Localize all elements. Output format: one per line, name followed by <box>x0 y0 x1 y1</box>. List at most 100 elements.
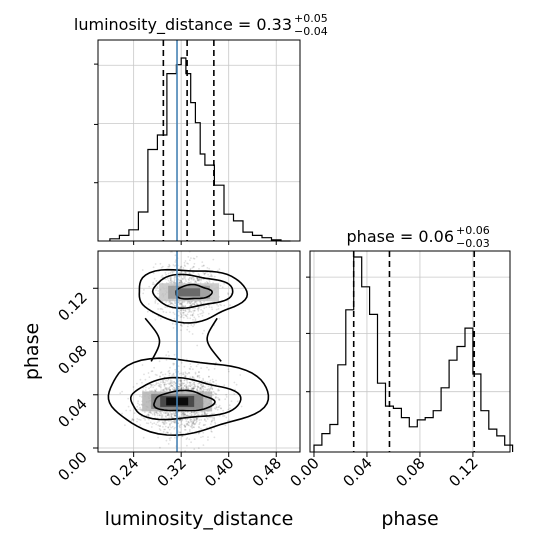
hist-bar <box>243 232 253 241</box>
scatter-point <box>185 420 188 422</box>
scatter-point <box>197 309 200 312</box>
scatter-point <box>188 310 191 313</box>
scatter-point <box>188 330 191 333</box>
scatter-point <box>166 431 168 434</box>
scatter-point <box>180 265 183 268</box>
scatter-point <box>202 424 205 427</box>
scatter-point <box>161 421 164 424</box>
scatter-point <box>218 399 221 401</box>
scatter-point <box>144 419 147 421</box>
hist-bar <box>401 418 409 452</box>
scatter-point <box>196 387 199 390</box>
scatter-point <box>179 324 182 326</box>
scatter-point <box>191 427 194 429</box>
scatter-point <box>181 373 184 376</box>
scatter-point <box>179 431 181 434</box>
scatter-point <box>178 419 181 422</box>
scatter-point <box>186 444 188 447</box>
scatter-point <box>190 424 193 426</box>
scatter-point <box>220 304 223 307</box>
scatter-point <box>210 423 212 425</box>
scatter-point <box>145 422 148 424</box>
scatter-point <box>173 389 176 391</box>
scatter-point <box>173 374 175 377</box>
scatter-point <box>170 281 173 283</box>
tick-label-phase-y-2: 0.08 <box>54 342 90 378</box>
scatter-point <box>165 278 167 281</box>
scatter-point <box>173 413 176 416</box>
scatter-point <box>204 272 207 274</box>
scatter-point <box>183 277 186 280</box>
scatter-point <box>184 278 187 281</box>
scatter-point <box>161 308 164 311</box>
hist-bar <box>370 314 378 452</box>
scatter-point <box>182 372 185 374</box>
top-panel-frame <box>97 39 301 242</box>
scatter-point <box>161 379 164 382</box>
scatter-point <box>173 362 176 365</box>
scatter-point <box>180 385 183 387</box>
scatter-point <box>187 385 190 388</box>
scatter-point <box>158 414 161 417</box>
scatter-point <box>203 419 206 421</box>
scatter-point <box>181 423 183 426</box>
scatter-point <box>180 281 183 284</box>
title-phase: phase = 0.06 +0.06−0.03 <box>347 224 490 250</box>
scatter-point <box>168 383 171 386</box>
scatter-point <box>192 388 195 390</box>
scatter-point <box>174 276 177 278</box>
scatter-point <box>187 414 189 417</box>
scatter-point <box>185 415 188 417</box>
scatter-point <box>218 414 221 417</box>
scatter-point <box>186 372 189 375</box>
scatter-point <box>171 374 174 377</box>
scatter-point <box>185 387 188 389</box>
scatter-point <box>173 277 176 280</box>
scatter-point <box>203 272 206 275</box>
scatter-point <box>184 309 186 312</box>
scatter-point <box>186 262 189 265</box>
scatter-point <box>207 387 210 390</box>
scatter-point <box>168 428 171 431</box>
scatter-point <box>221 286 224 289</box>
scatter-point <box>205 413 208 416</box>
scatter-point <box>168 372 171 375</box>
hist-bar <box>346 310 354 452</box>
scatter-point <box>188 381 191 384</box>
y-axis-label-phase: phase <box>21 323 43 380</box>
scatter-point <box>183 412 186 414</box>
scatter-point <box>177 435 180 438</box>
scatter-point <box>202 265 205 267</box>
scatter-point <box>162 389 165 392</box>
scatter-point <box>173 313 176 315</box>
scatter-point <box>193 422 196 425</box>
hist-bar <box>330 424 338 452</box>
scatter-point <box>171 270 174 273</box>
scatter-point <box>170 436 172 439</box>
scatter-point <box>189 412 191 415</box>
scatter-point <box>181 382 184 384</box>
scatter-point <box>180 387 183 390</box>
scatter-point <box>211 308 214 311</box>
scatter-point <box>153 389 156 391</box>
scatter-point <box>200 387 203 390</box>
scatter-point <box>140 408 143 411</box>
scatter-point <box>185 386 188 388</box>
scatter-point <box>169 281 172 284</box>
scatter-point <box>190 441 193 444</box>
scatter-point <box>173 414 176 417</box>
scatter-point <box>178 271 181 274</box>
scatter-point <box>191 388 194 390</box>
scatter-point <box>182 305 184 308</box>
scatter-point <box>190 384 193 387</box>
scatter-point <box>178 425 181 427</box>
scatter-point <box>129 409 132 412</box>
scatter-point <box>193 310 196 312</box>
scatter-point <box>155 280 158 282</box>
scatter-point <box>164 387 166 390</box>
scatter-point <box>199 387 202 390</box>
scatter-point <box>182 412 185 414</box>
scatter-point <box>187 278 190 281</box>
scatter-point <box>168 386 171 389</box>
scatter-point <box>193 381 196 384</box>
